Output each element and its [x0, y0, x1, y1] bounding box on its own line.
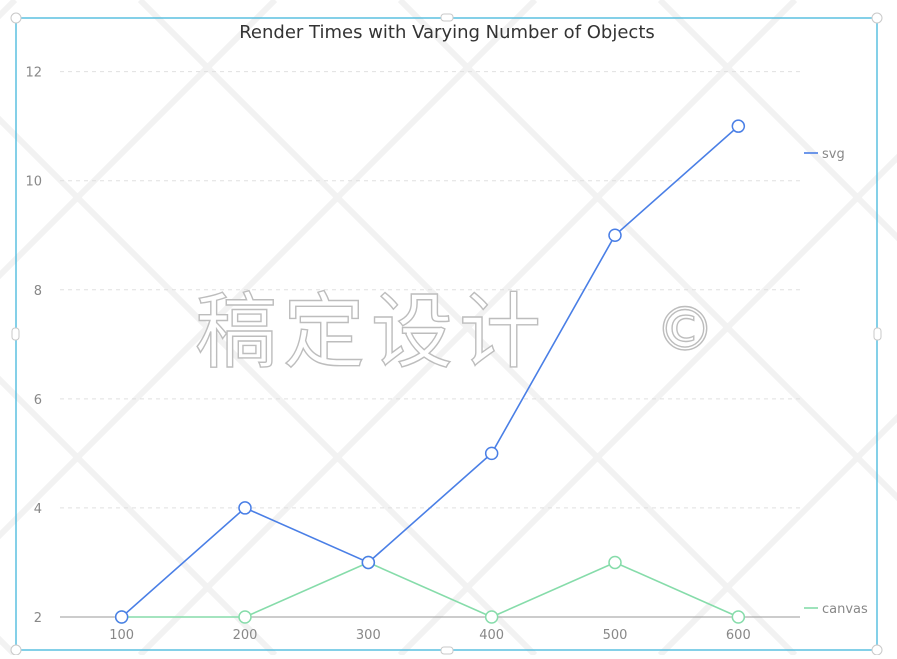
x-axis: 100 200 300 400 500 600	[60, 616, 800, 643]
resize-handle-bottom-left[interactable]	[10, 644, 22, 656]
data-point-svg[interactable]	[361, 555, 376, 570]
background-stripe	[0, 0, 18, 20]
y-tick-label: 2	[34, 611, 42, 626]
legend-item-canvas[interactable]: canvas	[804, 602, 868, 617]
resize-handle-top[interactable]	[440, 13, 454, 22]
chart-title: Render Times with Varying Number of Obje…	[239, 22, 655, 43]
y-tick-label: 8	[34, 284, 42, 299]
legend-label: svg	[822, 147, 845, 162]
x-tick-label: 600	[726, 628, 751, 643]
background-stripe	[657, 0, 897, 242]
background-stripe	[0, 0, 278, 280]
y-tick-label: 6	[34, 393, 42, 408]
series-line-svg	[121, 125, 739, 618]
background-stripe	[657, 413, 897, 658]
x-tick-label: 200	[233, 628, 258, 643]
y-tick-label: 12	[25, 66, 42, 81]
series-layer	[114, 119, 746, 624]
background-stripe	[0, 635, 18, 658]
data-point-svg[interactable]	[608, 228, 622, 242]
selection-frame[interactable]	[10, 12, 883, 656]
x-tick-label: 100	[109, 628, 134, 643]
data-point-svg[interactable]	[238, 501, 252, 515]
watermark-copyright: ©	[655, 295, 721, 365]
resize-handle-right[interactable]	[873, 327, 882, 341]
legend-label: canvas	[822, 602, 868, 617]
legend: svg canvas	[804, 147, 868, 617]
y-axis: 2 4 6 8 10 12	[25, 66, 42, 626]
series-line-canvas	[121, 561, 739, 618]
data-point-canvas[interactable]	[238, 610, 252, 624]
background-stripe	[137, 0, 798, 658]
x-tick-label: 400	[479, 628, 504, 643]
watermark-text: 稿定设计	[195, 285, 547, 380]
data-point-canvas[interactable]	[608, 555, 622, 570]
series-svg	[114, 119, 746, 624]
x-tick-label: 500	[603, 628, 628, 643]
data-point-canvas[interactable]	[484, 610, 499, 624]
data-point-canvas[interactable]	[731, 610, 746, 624]
background-stripe	[0, 375, 278, 658]
x-tick-label: 300	[356, 628, 381, 643]
background-stripe	[397, 153, 897, 658]
resize-handle-top-left[interactable]	[10, 12, 22, 24]
data-point-svg[interactable]	[114, 610, 129, 624]
data-point-svg[interactable]	[731, 119, 746, 133]
resize-handle-bottom[interactable]	[440, 646, 454, 655]
resize-handle-left[interactable]	[11, 327, 20, 341]
resize-handle-top-right[interactable]	[871, 12, 883, 24]
y-tick-label: 4	[34, 502, 42, 517]
watermark: 稿定设计 ©	[194, 284, 721, 380]
y-tick-label: 10	[25, 175, 42, 190]
background-stripe	[0, 0, 538, 540]
data-point-svg[interactable]	[484, 446, 499, 461]
resize-handle-bottom-right[interactable]	[871, 644, 883, 656]
legend-item-svg[interactable]: svg	[804, 147, 845, 162]
